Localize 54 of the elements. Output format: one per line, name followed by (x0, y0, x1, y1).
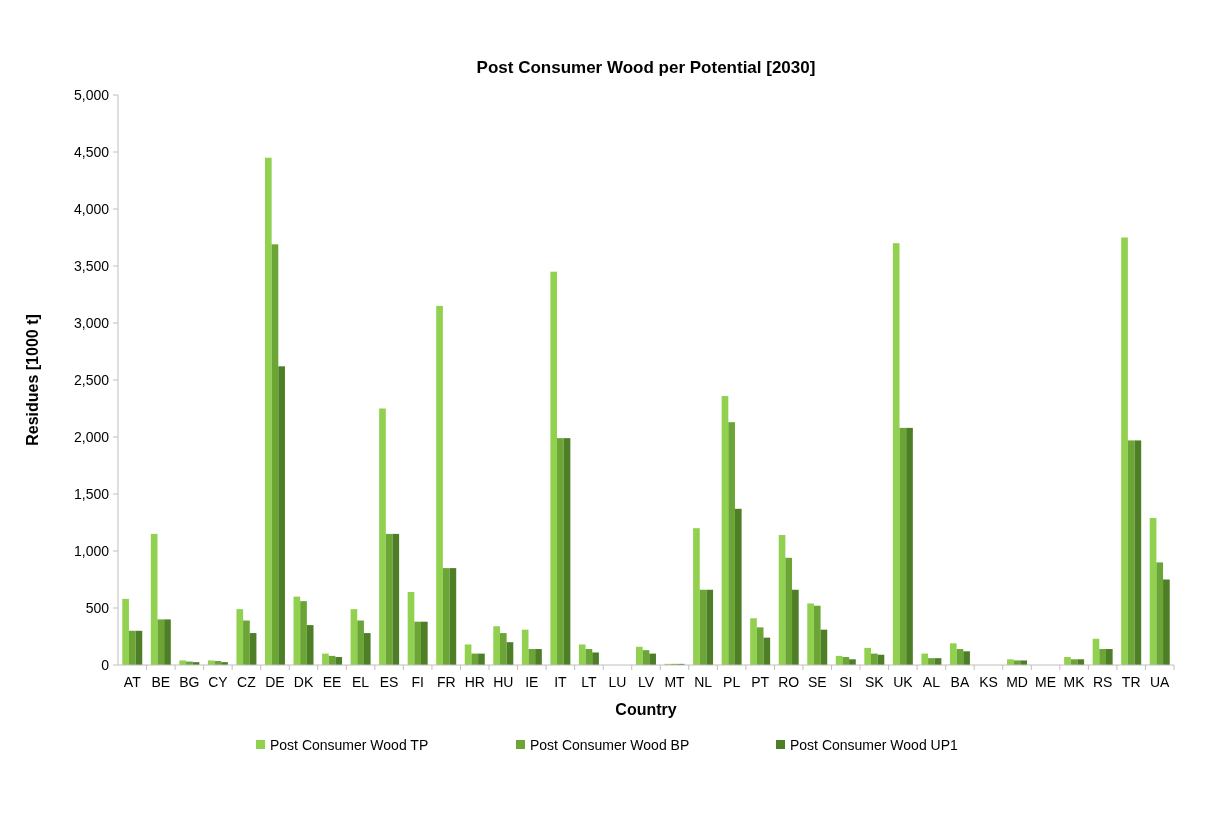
x-tick-label: MK (1063, 674, 1086, 690)
x-tick-label: ME (1035, 674, 1057, 690)
chart-title: Post Consumer Wood per Potential [2030] (476, 58, 816, 77)
x-tick-label: TR (1121, 674, 1141, 690)
x-tick-label: MD (1006, 674, 1028, 690)
x-tick-label: UK (893, 674, 914, 690)
y-tick-label: 0 (101, 656, 110, 673)
x-tick-label: EL (352, 674, 370, 690)
x-tick-label: LU (608, 674, 627, 690)
x-tick-label: NL (694, 674, 713, 690)
x-tick-label: DK (293, 674, 314, 690)
x-tick-label: RO (778, 674, 800, 690)
x-tick-label: UA (1150, 674, 1171, 690)
x-tick-label: ES (379, 674, 399, 690)
y-tick-label: 4,500 (73, 143, 110, 160)
x-axis-title: Country (615, 701, 677, 718)
x-tick-label: SK (864, 674, 885, 690)
y-tick-label: 2,500 (73, 371, 110, 388)
x-tick-label: LT (581, 674, 598, 690)
y-tick-label: 2,000 (73, 428, 110, 445)
x-tick-label: CZ (237, 674, 257, 690)
y-tick-label: 3,000 (73, 314, 110, 331)
x-tick-label: BE (151, 674, 171, 690)
x-tick-label: CY (208, 674, 229, 690)
y-tick-label: 1,000 (73, 542, 110, 559)
x-tick-label: IE (525, 674, 539, 690)
x-tick-label: SE (807, 674, 827, 690)
x-tick-label: RS (1092, 674, 1113, 690)
x-tick-label: SI (839, 674, 853, 690)
x-tick-label: PL (723, 674, 741, 690)
legend-label: Post Consumer Wood BP (530, 736, 690, 753)
x-tick-label: BG (179, 674, 200, 690)
x-tick-label: FI (411, 674, 424, 690)
y-tick-label: 500 (85, 599, 110, 616)
legend-label: Post Consumer Wood TP (270, 736, 429, 753)
x-tick-label: FR (436, 674, 456, 690)
x-tick-label: LV (637, 674, 655, 690)
x-tick-label: AL (922, 674, 941, 690)
y-tick-label: 3,500 (73, 257, 110, 274)
y-axis-title: Residues [1000 t] (24, 314, 41, 446)
x-tick-label: KS (979, 674, 998, 690)
x-tick-label: MT (664, 674, 686, 690)
legend-label: Post Consumer Wood UP1 (790, 736, 959, 753)
x-tick-label: BA (950, 674, 970, 690)
x-tick-label: PT (751, 674, 770, 690)
y-tick-label: 4,000 (73, 200, 110, 217)
y-tick-label: 5,000 (73, 86, 110, 103)
x-tick-label: HU (493, 674, 514, 690)
x-tick-label: IT (554, 674, 568, 690)
x-tick-label: HR (464, 674, 485, 690)
x-tick-label: EE (322, 674, 342, 690)
y-tick-label: 1,500 (73, 485, 110, 502)
x-tick-label: DE (265, 674, 285, 690)
x-tick-label: AT (123, 674, 142, 690)
